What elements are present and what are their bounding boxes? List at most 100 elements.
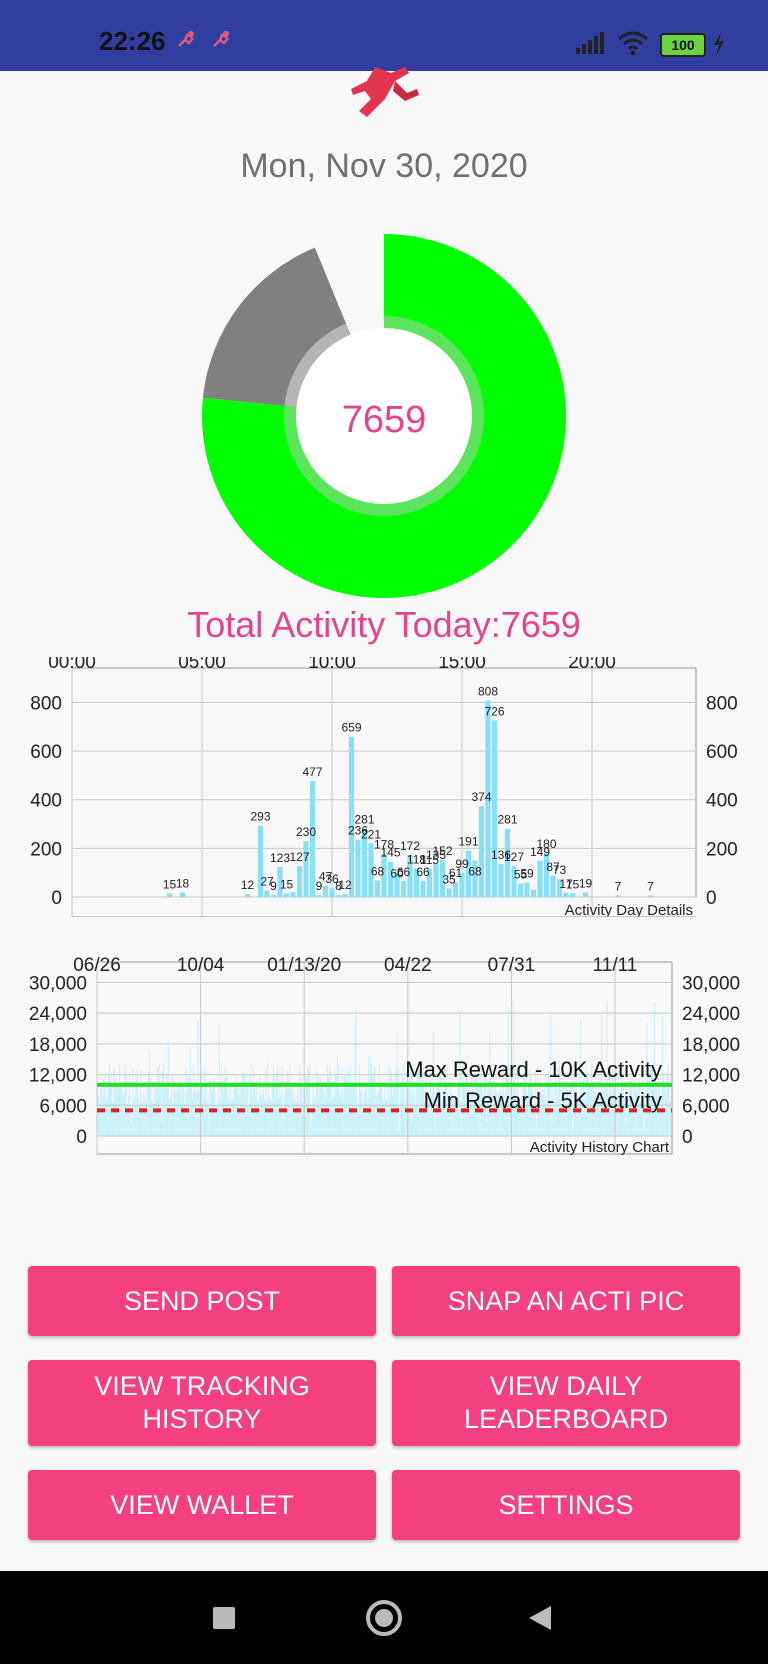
history-chart-bar (350, 1065, 352, 1136)
history-chart-bar (287, 1069, 289, 1136)
history-chart-bar (485, 1078, 486, 1136)
history-chart-bar (245, 1093, 247, 1136)
home-icon[interactable] (366, 1600, 402, 1636)
history-chart-bar (624, 1099, 626, 1136)
history-chart-bar (394, 1090, 396, 1136)
history-chart-bar (369, 1097, 370, 1136)
history-chart-bar (469, 1097, 471, 1136)
snap-acti-pic-button[interactable]: SNAP AN ACTI PIC (392, 1266, 740, 1336)
day-chart-bar (387, 861, 394, 897)
history-chart-bar (111, 1072, 113, 1136)
history-chart-bar (110, 1081, 112, 1136)
history-chart-bar (446, 1083, 448, 1136)
history-chart-bar (113, 1067, 115, 1136)
day-chart-bar (465, 850, 472, 897)
history-chart-bar (219, 1097, 221, 1136)
history-chart-bar (543, 1087, 545, 1136)
day-chart-data-label: 9 (270, 879, 277, 893)
day-chart-bar (374, 880, 381, 897)
view-daily-leaderboard-button[interactable]: VIEW DAILY LEADERBOARD (392, 1360, 740, 1446)
history-chart-bar (296, 1102, 297, 1136)
history-chart-bar (594, 1093, 596, 1136)
history-chart-bar (602, 1103, 604, 1136)
total-activity-label: Total Activity Today:7659 (187, 604, 581, 645)
history-chart-bar (146, 1084, 148, 1136)
history-chart-bar (566, 1092, 568, 1136)
history-chart-bar (631, 1076, 632, 1136)
day-chart-data-label: 36 (325, 872, 339, 886)
history-chart-bar (173, 1077, 175, 1136)
history-chart-bar (488, 1080, 490, 1136)
history-chart-bar (299, 1064, 301, 1136)
history-chart-y-tick-left: 6,000 (39, 1096, 87, 1117)
back-icon[interactable] (527, 1604, 553, 1632)
day-chart-data-label: 19 (579, 876, 593, 890)
history-chart-plot: 0 0 6,000 6,000 12,000 12,000 18,000 18,000 24,0… (29, 955, 740, 1156)
history-chart-bar (428, 1102, 430, 1136)
history-chart-bar (147, 1073, 149, 1136)
activity-history-chart: 0 0 6,000 6,000 12,000 12,000 18,000 18,000 24,0… (29, 955, 740, 1156)
history-chart-bar (391, 1071, 392, 1136)
history-chart-bar (550, 1011, 552, 1136)
day-chart-bar (368, 843, 374, 897)
history-chart-bar (576, 1101, 578, 1136)
history-chart-bar (639, 1101, 641, 1136)
history-chart-bar (189, 1046, 191, 1136)
history-chart-bar (555, 1081, 557, 1136)
history-chart-bar (558, 1066, 559, 1136)
recents-icon[interactable] (213, 1607, 235, 1629)
day-chart-bar (420, 880, 426, 897)
settings-button[interactable]: SETTINGS (392, 1470, 740, 1540)
day-chart-bar (381, 853, 387, 897)
view-wallet-button[interactable]: VIEW WALLET (28, 1470, 376, 1540)
history-chart-bar (579, 1095, 580, 1136)
history-chart-bar (265, 1068, 266, 1136)
wifi-icon (618, 31, 648, 56)
day-chart-bar (264, 890, 270, 897)
history-chart-bar (581, 1104, 583, 1136)
history-chart-bar (459, 1010, 461, 1136)
history-chart-bar (348, 1069, 349, 1136)
day-chart-bar (491, 720, 498, 897)
history-chart-bar (168, 1098, 170, 1136)
history-chart-bar (331, 1100, 333, 1136)
history-chart-bar (318, 1098, 319, 1136)
history-chart-bar (339, 1097, 340, 1136)
day-chart-y-tick-right: 400 (706, 791, 738, 812)
day-chart-bar (270, 894, 277, 897)
history-chart-bar (315, 1071, 317, 1136)
view-tracking-history-button[interactable]: VIEW TRACKING HISTORY (28, 1360, 376, 1446)
history-chart-bar (137, 1097, 139, 1136)
history-chart-bar (653, 1086, 655, 1136)
history-chart-bar (466, 1067, 468, 1136)
history-chart-bar (432, 1093, 433, 1136)
history-chart-bar (130, 1104, 132, 1136)
day-chart-bar (478, 806, 485, 897)
history-chart-bar (220, 1063, 222, 1136)
history-chart-bar (106, 1097, 108, 1136)
history-chart-bar (198, 1090, 200, 1136)
history-chart-bar (492, 1070, 494, 1136)
history-chart-bar (154, 1089, 156, 1136)
day-chart-data-label: 73 (553, 863, 567, 877)
history-chart-bar (434, 1123, 436, 1136)
history-chart-bar (132, 1068, 134, 1136)
history-chart-bar (429, 1065, 431, 1136)
history-chart-bar (561, 1099, 563, 1136)
history-chart-bar (261, 1094, 263, 1136)
send-post-button[interactable]: SEND POST (28, 1266, 376, 1336)
history-chart-bar (346, 1087, 348, 1136)
day-chart-y-tick-left: 400 (30, 791, 62, 812)
history-chart-bar (403, 1064, 405, 1136)
history-chart-bar (150, 1078, 151, 1136)
day-chart-data-label: 477 (302, 765, 322, 779)
history-chart-bar (622, 1073, 624, 1136)
history-chart-bar (205, 1086, 207, 1136)
history-chart-bar (461, 1064, 463, 1136)
history-chart-bar (669, 1101, 671, 1136)
history-chart-bar (122, 1095, 124, 1136)
history-chart-bar (226, 1076, 228, 1136)
history-chart-bar (134, 1093, 136, 1136)
history-chart-bar (376, 1095, 378, 1136)
history-chart-bar (162, 1070, 164, 1136)
